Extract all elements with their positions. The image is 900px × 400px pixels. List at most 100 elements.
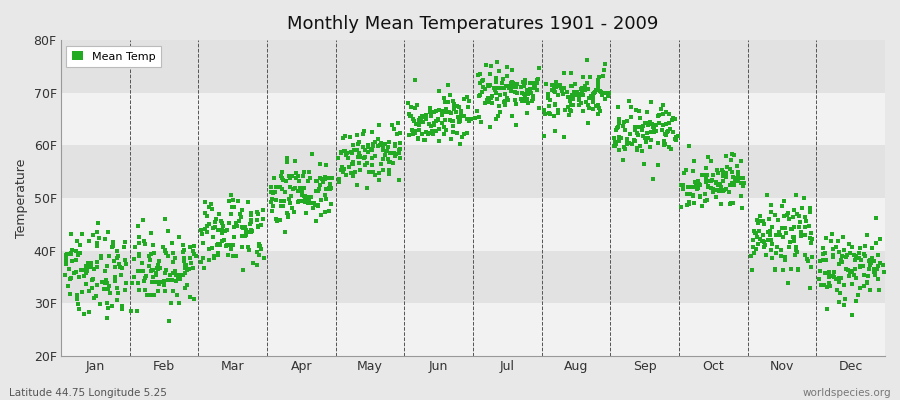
Point xyxy=(424,122,438,129)
Point xyxy=(437,116,452,123)
Point xyxy=(158,216,173,222)
Point xyxy=(421,121,436,128)
Point xyxy=(563,83,578,90)
Bar xyxy=(61,40,885,93)
Point xyxy=(140,273,154,279)
Point xyxy=(229,253,243,259)
Point xyxy=(701,154,716,161)
Point xyxy=(491,112,505,119)
Point xyxy=(798,218,813,224)
Point xyxy=(309,178,323,185)
Text: worldspecies.org: worldspecies.org xyxy=(803,388,891,398)
Point xyxy=(200,228,214,235)
Point xyxy=(691,184,706,191)
Point xyxy=(724,200,739,206)
Point xyxy=(324,184,338,191)
Point xyxy=(441,82,455,88)
Point xyxy=(224,246,238,252)
Point xyxy=(143,292,157,298)
Point xyxy=(166,250,181,256)
Point xyxy=(669,137,683,143)
Point xyxy=(388,153,402,160)
Point xyxy=(579,99,593,106)
Point xyxy=(243,212,257,218)
Point xyxy=(446,123,461,129)
Point xyxy=(266,196,280,202)
Point xyxy=(406,116,420,122)
Point xyxy=(413,119,428,126)
Point xyxy=(655,122,670,128)
Point xyxy=(63,290,77,297)
Point xyxy=(760,192,774,198)
Point xyxy=(586,91,600,98)
Point xyxy=(679,166,693,173)
Point xyxy=(687,200,701,207)
Point xyxy=(267,188,282,195)
Point xyxy=(549,78,563,85)
Point xyxy=(576,108,590,114)
Point xyxy=(643,119,657,125)
Point xyxy=(596,72,610,79)
Point xyxy=(365,146,380,153)
Point xyxy=(481,82,495,88)
Point xyxy=(682,191,697,197)
Point xyxy=(543,110,557,117)
Point xyxy=(316,179,330,186)
Point xyxy=(857,272,871,279)
Point xyxy=(717,187,732,194)
Point xyxy=(92,235,106,241)
Point xyxy=(495,76,509,82)
Point xyxy=(214,227,229,233)
Point xyxy=(219,243,233,250)
Point xyxy=(609,125,624,131)
Point xyxy=(108,274,122,281)
Point xyxy=(565,102,580,108)
Point xyxy=(208,219,222,225)
Point xyxy=(847,272,861,279)
Point xyxy=(649,128,663,134)
Point xyxy=(868,272,883,278)
Title: Monthly Mean Temperatures 1901 - 2009: Monthly Mean Temperatures 1901 - 2009 xyxy=(287,15,659,33)
Point xyxy=(321,175,336,181)
Point xyxy=(727,181,742,188)
Point xyxy=(68,257,83,263)
Point xyxy=(581,85,596,92)
Point xyxy=(822,273,836,280)
Point xyxy=(690,178,705,184)
Point xyxy=(238,233,252,240)
Point xyxy=(353,167,367,173)
Point xyxy=(148,279,163,286)
Point xyxy=(612,120,626,127)
Point xyxy=(518,77,533,84)
Point xyxy=(517,91,531,98)
Point xyxy=(591,77,606,83)
Point xyxy=(130,268,145,274)
Point xyxy=(521,100,535,106)
Point xyxy=(662,120,676,126)
Point xyxy=(572,93,586,99)
Point xyxy=(233,214,248,220)
Point xyxy=(607,143,621,149)
Point xyxy=(243,221,257,227)
Point xyxy=(784,226,798,232)
Point xyxy=(303,194,318,200)
Point xyxy=(240,244,255,250)
Point xyxy=(115,264,130,271)
Point xyxy=(637,160,652,167)
Point xyxy=(608,139,623,145)
Point xyxy=(699,197,714,204)
Point xyxy=(438,126,453,133)
Point xyxy=(364,162,379,169)
Point xyxy=(340,150,355,156)
Point xyxy=(413,116,428,123)
Point xyxy=(324,185,338,191)
Point xyxy=(598,96,612,102)
Point xyxy=(761,216,776,222)
Point xyxy=(820,284,834,290)
Point xyxy=(639,120,653,126)
Point xyxy=(127,274,141,280)
Point xyxy=(851,254,866,261)
Point xyxy=(432,88,446,94)
Point xyxy=(822,271,836,277)
Point xyxy=(526,80,541,87)
